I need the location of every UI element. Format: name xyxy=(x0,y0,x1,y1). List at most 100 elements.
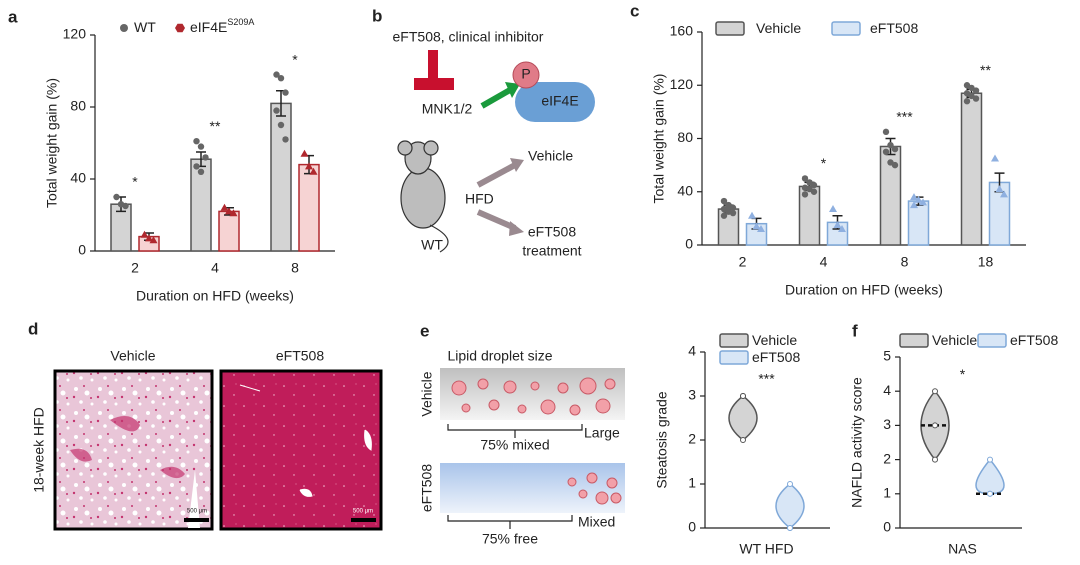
data-point xyxy=(995,185,1004,193)
data-point xyxy=(273,71,280,78)
data-point xyxy=(987,490,993,497)
y-axis-label: Total weight gain (%) xyxy=(44,78,60,208)
schematic-title: Lipid droplet size xyxy=(447,348,552,364)
legend-label: eFT508 xyxy=(870,20,918,36)
data-point xyxy=(720,197,728,205)
x-axis-label: Duration on HFD (weeks) xyxy=(785,282,943,298)
data-point xyxy=(193,138,200,145)
data-point xyxy=(991,154,999,162)
data-point xyxy=(833,221,842,229)
data-point xyxy=(277,75,285,82)
x-tick-label: 8 xyxy=(901,254,909,270)
mouse xyxy=(397,140,449,253)
data-point xyxy=(740,393,746,399)
legend-name: eFT508 xyxy=(1010,332,1058,348)
y-tick-label: 5 xyxy=(883,348,891,364)
legend-label: eFT508 xyxy=(1010,332,1058,348)
data-point xyxy=(787,525,793,531)
histology-detail xyxy=(70,416,185,479)
significance: *** xyxy=(758,371,775,387)
arm-label: eFT508 xyxy=(528,224,576,240)
panel-label: f xyxy=(852,321,858,340)
genotype-label: WT xyxy=(421,237,443,253)
y-tick-label: 2 xyxy=(883,450,891,466)
y-tick-label: 120 xyxy=(63,26,87,42)
data-point xyxy=(220,203,229,211)
significance: ** xyxy=(210,118,221,134)
arrow-head xyxy=(510,158,524,172)
diet-label: HFD xyxy=(465,191,494,207)
data-point xyxy=(1000,190,1008,198)
significance: * xyxy=(132,174,138,190)
y-tick-label: 1 xyxy=(688,475,696,491)
data-point xyxy=(305,162,313,170)
data-point xyxy=(801,191,809,198)
bar xyxy=(218,210,240,252)
data-point xyxy=(757,225,765,233)
bar xyxy=(298,163,320,252)
panel-b: b eFT508, clinical inhibitor MNK1/2 eIF4… xyxy=(372,6,595,259)
data-point xyxy=(140,230,149,238)
histology-detail xyxy=(188,470,200,528)
bar xyxy=(960,92,983,246)
data-point xyxy=(910,201,918,209)
data-point xyxy=(720,212,728,219)
data-point xyxy=(801,175,809,182)
legend-swatch xyxy=(715,21,745,36)
data-point xyxy=(919,198,927,206)
y-tick-label: 3 xyxy=(883,416,891,432)
significance: *** xyxy=(896,109,913,125)
inhibitor-label: eFT508, clinical inhibitor xyxy=(393,29,544,45)
data-point xyxy=(972,95,980,102)
panel-d: d Vehicle eFT508 18-week HFD 500 μm 500 … xyxy=(28,319,383,531)
legend-label: WT xyxy=(134,19,156,35)
legend-swatch xyxy=(977,333,1007,348)
kinase-label: MNK1/2 xyxy=(422,101,473,117)
inhibit-bar xyxy=(414,78,454,90)
arrow xyxy=(476,209,517,231)
y-tick-label: 40 xyxy=(677,182,693,198)
panel-label: b xyxy=(372,6,382,25)
y-tick-label: 1 xyxy=(883,485,891,501)
data-point xyxy=(787,481,793,487)
data-point xyxy=(277,121,285,129)
x-tick-label: 4 xyxy=(820,254,828,270)
legend-name: Vehicle xyxy=(932,332,977,348)
bracket xyxy=(447,515,573,529)
data-point xyxy=(282,136,289,143)
phospho-shape xyxy=(512,61,540,89)
y-tick-label: 0 xyxy=(78,242,86,258)
data-point xyxy=(113,193,120,201)
data-point xyxy=(197,143,205,150)
droplets xyxy=(567,472,622,505)
scale-bar-label: 500 μm xyxy=(353,509,373,515)
row-label: eFT508 xyxy=(419,464,435,512)
data-point xyxy=(891,161,899,169)
eif4e-shape xyxy=(515,82,595,122)
note: 75% free xyxy=(482,531,538,547)
data-point xyxy=(229,209,238,217)
data-point xyxy=(282,89,289,96)
legend-marker xyxy=(175,23,185,33)
scale-bar xyxy=(351,518,376,522)
arm-label: Vehicle xyxy=(528,148,573,164)
note: Large xyxy=(584,425,620,441)
data-point xyxy=(932,388,938,395)
data-point xyxy=(932,422,938,429)
vehicle-box xyxy=(440,368,625,420)
legend-name: eIF4E xyxy=(190,19,227,35)
y-tick-label: 80 xyxy=(677,129,693,145)
legend-name: Vehicle xyxy=(756,20,801,36)
x-tick-label: 18 xyxy=(978,254,994,270)
panel-e-schematic: Lipid droplet size Vehicle 75% mixed Lar… xyxy=(419,348,625,547)
significance: * xyxy=(960,366,966,382)
significance: * xyxy=(292,51,298,67)
data-point xyxy=(810,181,818,189)
data-point xyxy=(202,154,209,161)
data-point xyxy=(891,145,899,153)
legend-name: eFT508 xyxy=(870,20,918,36)
phospho-label: P xyxy=(521,66,530,82)
histology-detail xyxy=(239,384,372,497)
target-label: eIF4E xyxy=(541,93,578,109)
